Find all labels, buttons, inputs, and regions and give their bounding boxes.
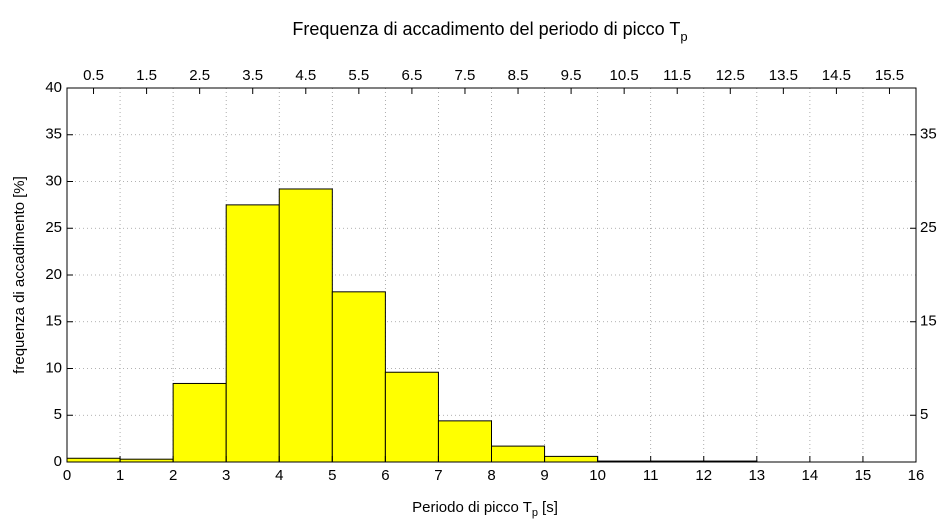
x-tick-label: 10 — [589, 467, 606, 484]
bar — [225, 204, 280, 463]
x2-tick-label: 2.5 — [189, 67, 210, 84]
x2-tick-label: 1.5 — [136, 67, 157, 84]
bar — [278, 188, 333, 463]
bar — [331, 291, 386, 463]
y2-tick-label: 15 — [920, 313, 937, 330]
x2-tick-label: 12.5 — [716, 67, 745, 84]
y-tick-label: 5 — [54, 406, 62, 423]
x2-tick-label: 0.5 — [83, 67, 104, 84]
x2-tick-label: 7.5 — [455, 67, 476, 84]
y-tick-label: 20 — [45, 266, 62, 283]
x-tick-label: 13 — [748, 467, 765, 484]
x-tick-label: 3 — [222, 467, 230, 484]
x2-tick-label: 8.5 — [508, 67, 529, 84]
x-tick-label: 11 — [643, 467, 659, 484]
x2-tick-label: 14.5 — [822, 67, 851, 84]
x-tick-label: 12 — [695, 467, 712, 484]
x-tick-label: 8 — [487, 467, 495, 484]
x-tick-label: 9 — [540, 467, 548, 484]
x-tick-label: 16 — [908, 467, 925, 484]
bar — [66, 457, 121, 463]
y-tick-label: 10 — [45, 359, 62, 376]
y-tick-label: 40 — [45, 79, 62, 96]
bar — [544, 455, 599, 463]
bar — [384, 371, 439, 463]
title-text: Frequenza di accadimento del periodo di … — [292, 19, 680, 39]
y2-tick-label: 25 — [920, 219, 937, 236]
y2-tick-label: 5 — [920, 406, 928, 423]
x-tick-label: 15 — [855, 467, 872, 484]
y-tick-label: 35 — [45, 126, 62, 143]
y-tick-label: 30 — [45, 172, 62, 189]
y-tick-label: 15 — [45, 313, 62, 330]
x-tick-label: 0 — [63, 467, 71, 484]
xlabel-text: Periodo di picco T — [412, 499, 532, 516]
x2-tick-label: 10.5 — [610, 67, 639, 84]
x-tick-label: 2 — [169, 467, 177, 484]
xlabel-unit: [s] — [542, 499, 558, 516]
y2-tick-label: 35 — [920, 126, 937, 143]
x2-tick-label: 5.5 — [348, 67, 369, 84]
x2-tick-label: 3.5 — [242, 67, 263, 84]
y-tick-label: 0 — [54, 453, 62, 470]
y-tick-label: 25 — [45, 219, 62, 236]
x2-tick-label: 9.5 — [561, 67, 582, 84]
x-tick-label: 7 — [434, 467, 442, 484]
chart-title: Frequenza di accadimento del periodo di … — [292, 19, 687, 45]
y-axis-label: frequenza di accadimento [%] — [11, 176, 28, 374]
bar — [437, 420, 492, 463]
x-tick-label: 1 — [116, 467, 124, 484]
x2-tick-label: 6.5 — [401, 67, 422, 84]
bar — [491, 445, 546, 463]
x2-tick-label: 4.5 — [295, 67, 316, 84]
x-tick-label: 6 — [381, 467, 389, 484]
x-tick-label: 4 — [275, 467, 283, 484]
xlabel-sub: p — [532, 507, 538, 519]
x-axis-label: Periodo di picco Tp [s] — [412, 499, 558, 519]
x-tick-label: 14 — [802, 467, 819, 484]
x2-tick-label: 15.5 — [875, 67, 904, 84]
x2-tick-label: 13.5 — [769, 67, 798, 84]
x-tick-label: 5 — [328, 467, 336, 484]
x2-tick-label: 11.5 — [663, 67, 691, 84]
bar — [172, 382, 227, 463]
title-sub: p — [680, 29, 687, 44]
